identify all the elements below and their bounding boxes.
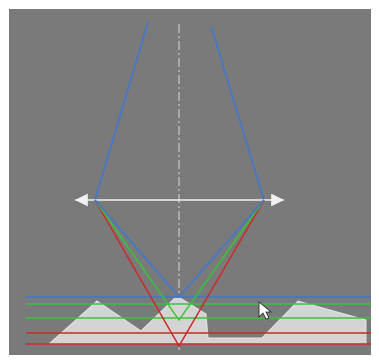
- blue-incoming-ray-right: [210, 25, 265, 201]
- blue-focused-rays: [94, 199, 265, 299]
- green-focused-rays: [94, 199, 265, 322]
- red-focused-rays: [94, 199, 265, 348]
- surface-profile: [47, 295, 367, 345]
- blue-incoming-ray-left: [94, 21, 149, 201]
- arrow-pointer-icon: [258, 301, 273, 320]
- diagram-frame: [8, 8, 372, 356]
